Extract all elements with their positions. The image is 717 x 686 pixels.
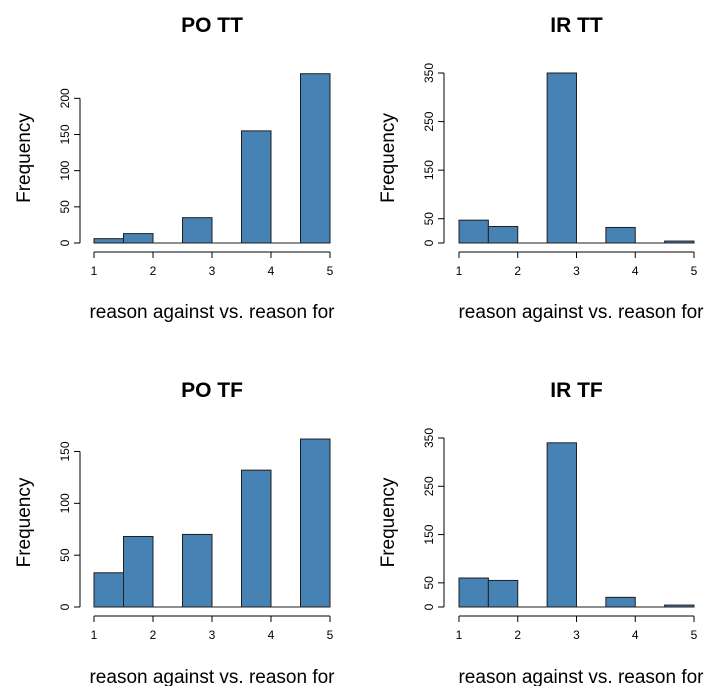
histogram-bar <box>605 596 636 608</box>
chart-title: IR TT <box>550 14 603 37</box>
y-tick-label: 0 <box>58 603 72 610</box>
x-tick-label: 1 <box>91 628 98 642</box>
chart-title: PO TT <box>181 14 243 37</box>
chart-title: PO TF <box>181 379 243 402</box>
x-tick-label: 3 <box>573 264 580 278</box>
histogram-bar <box>546 72 577 244</box>
y-tick-label: 0 <box>422 239 436 246</box>
y-tick-label: 50 <box>422 212 436 226</box>
x-tick-label: 1 <box>91 264 98 278</box>
y-tick-label: 150 <box>58 441 72 461</box>
x-tick-label: 4 <box>632 628 639 642</box>
x-tick-label: 3 <box>209 628 216 642</box>
histogram-bar <box>458 577 489 608</box>
histogram-bar <box>182 533 213 608</box>
histogram-bar <box>487 225 519 244</box>
x-tick-label: 2 <box>514 628 521 642</box>
x-axis-label: reason against vs. reason for <box>89 667 335 686</box>
x-tick-label: 2 <box>150 264 157 278</box>
histogram-bar <box>546 442 577 608</box>
histogram-bar <box>93 238 124 244</box>
histogram-bar <box>300 438 331 608</box>
histogram-bar <box>487 579 519 608</box>
histogram-bar <box>93 572 124 608</box>
x-tick-label: 1 <box>456 628 463 642</box>
y-axis-label: Frequency <box>378 477 399 567</box>
y-tick-label: 50 <box>58 548 72 562</box>
y-tick-label: 350 <box>422 428 436 448</box>
x-tick-label: 5 <box>327 264 334 278</box>
x-axis-label: reason against vs. reason for <box>89 302 335 323</box>
y-axis-label: Frequency <box>14 113 35 203</box>
y-tick-label: 350 <box>422 63 436 83</box>
x-tick-label: 4 <box>268 264 275 278</box>
y-tick-label: 50 <box>422 576 436 590</box>
histogram-bar <box>458 219 489 244</box>
y-tick-label: 150 <box>422 524 436 544</box>
y-tick-label: 100 <box>58 160 72 180</box>
x-tick-label: 5 <box>691 264 698 278</box>
x-tick-label: 3 <box>209 264 216 278</box>
y-tick-label: 200 <box>58 88 72 108</box>
histogram-bar <box>241 469 272 608</box>
x-tick-label: 5 <box>691 628 698 642</box>
histogram-bar <box>300 73 331 244</box>
x-axis-label: reason against vs. reason for <box>458 667 704 686</box>
histogram-bar <box>182 217 213 244</box>
y-axis-label: Frequency <box>378 113 399 203</box>
y-tick-label: 0 <box>58 239 72 246</box>
x-tick-label: 5 <box>327 628 334 642</box>
x-axis-label: reason against vs. reason for <box>458 302 704 323</box>
histogram-bar <box>123 535 154 608</box>
y-tick-label: 50 <box>58 200 72 214</box>
y-tick-label: 100 <box>58 493 72 513</box>
x-tick-label: 2 <box>150 628 157 642</box>
histogram-bar <box>241 130 272 244</box>
x-tick-label: 3 <box>573 628 580 642</box>
y-tick-label: 150 <box>58 124 72 144</box>
histogram-bar <box>605 226 636 244</box>
y-tick-label: 0 <box>422 603 436 610</box>
y-tick-label: 250 <box>422 476 436 496</box>
x-tick-label: 4 <box>268 628 275 642</box>
y-axis-label: Frequency <box>14 477 35 567</box>
y-tick-label: 250 <box>422 111 436 131</box>
x-tick-label: 4 <box>632 264 639 278</box>
x-tick-label: 2 <box>514 264 521 278</box>
x-tick-label: 1 <box>456 264 463 278</box>
chart-title: IR TF <box>550 379 603 402</box>
histogram-bar <box>123 233 154 244</box>
y-tick-label: 150 <box>422 160 436 180</box>
